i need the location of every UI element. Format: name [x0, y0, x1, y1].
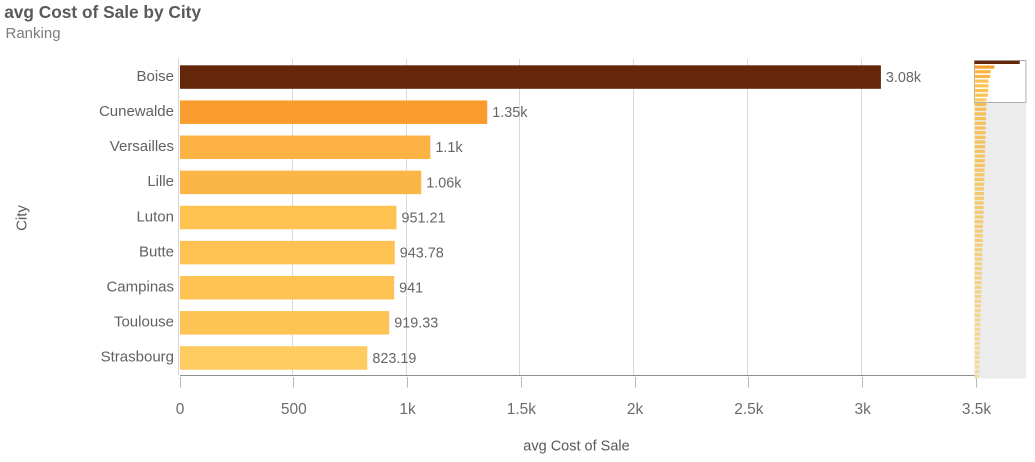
svg-text:3.08k: 3.08k	[886, 70, 922, 86]
svg-text:919.33: 919.33	[394, 316, 438, 332]
svg-text:943.78: 943.78	[400, 246, 444, 262]
svg-text:Toulouse: Toulouse	[114, 314, 174, 331]
svg-text:3.5k: 3.5k	[962, 401, 992, 418]
svg-text:Boise: Boise	[136, 68, 174, 85]
svg-text:avg Cost of Sale: avg Cost of Sale	[523, 439, 629, 455]
svg-text:1.35k: 1.35k	[492, 105, 528, 121]
svg-text:1k: 1k	[399, 401, 416, 418]
svg-text:0: 0	[176, 401, 185, 418]
svg-text:Campinas: Campinas	[106, 279, 174, 296]
svg-text:1.5k: 1.5k	[507, 401, 537, 418]
svg-text:Luton: Luton	[136, 208, 174, 225]
svg-text:500: 500	[281, 401, 307, 418]
svg-text:1.06k: 1.06k	[426, 175, 462, 191]
svg-text:Butte: Butte	[139, 243, 174, 260]
svg-text:823.19: 823.19	[372, 351, 416, 367]
svg-text:Cunewalde: Cunewalde	[99, 103, 174, 120]
svg-text:Lille: Lille	[147, 173, 174, 190]
svg-text:1.1k: 1.1k	[435, 140, 463, 156]
svg-text:Versailles: Versailles	[110, 138, 174, 155]
svg-text:951.21: 951.21	[401, 210, 445, 226]
svg-text:3k: 3k	[855, 401, 872, 418]
svg-text:Strasbourg: Strasbourg	[101, 349, 174, 366]
svg-text:941: 941	[399, 281, 423, 297]
svg-text:2.5k: 2.5k	[734, 401, 764, 418]
svg-text:2k: 2k	[627, 401, 644, 418]
